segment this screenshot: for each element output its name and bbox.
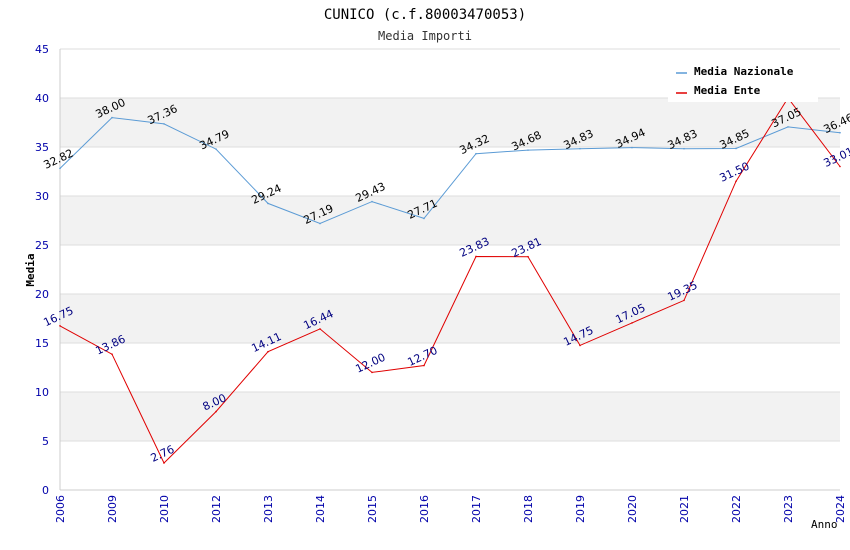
data-point	[319, 222, 321, 225]
data-point	[527, 149, 529, 151]
y-tick-label: 40	[35, 92, 49, 105]
chart-title: CUNICO (c.f.80003470053)	[324, 7, 526, 23]
x-tick-label: 2013	[262, 495, 275, 523]
data-point	[475, 255, 477, 258]
x-tick-label: 2009	[106, 495, 119, 523]
x-tick-label: 2014	[314, 495, 327, 523]
grid-band	[60, 98, 840, 147]
legend-label-media-ente: Media Ente	[694, 84, 761, 97]
y-tick-label: 10	[35, 386, 49, 399]
data-point	[423, 217, 425, 220]
data-point	[683, 147, 685, 150]
x-tick-label: 2010	[158, 495, 171, 523]
y-tick-label: 15	[35, 337, 49, 350]
data-point	[371, 200, 373, 203]
chart-subtitle: Media Importi	[378, 29, 472, 43]
series-layer	[59, 97, 841, 464]
x-tick-label: 2023	[782, 495, 795, 523]
data-point	[111, 116, 113, 119]
data-point	[111, 353, 113, 355]
data-point	[527, 255, 529, 258]
data-point	[839, 165, 841, 168]
data-point	[163, 123, 165, 125]
data-point	[215, 410, 217, 413]
data-point	[579, 344, 581, 347]
x-tick-label: 2012	[210, 495, 223, 523]
x-tick-label: 2019	[574, 495, 587, 523]
x-tick-label: 2018	[522, 495, 535, 523]
grid-lines	[60, 48, 840, 442]
y-tick-label: 25	[35, 239, 49, 252]
data-point	[735, 147, 737, 150]
data-point	[319, 328, 321, 330]
x-tick-label: 2021	[678, 495, 691, 523]
x-tick-label: 2024	[834, 495, 847, 523]
data-label: 2.76	[149, 443, 177, 465]
data-point	[163, 462, 165, 464]
axes	[59, 49, 840, 491]
data-point	[371, 371, 373, 374]
y-tick-label: 45	[35, 43, 49, 56]
data-point	[787, 126, 789, 128]
y-tick-labels: 0 5 10 15 20 25 30 35 40 45	[35, 43, 49, 497]
data-point	[683, 299, 685, 302]
data-label: 12.00	[353, 351, 387, 376]
legend: Media Nazionale Media Ente	[668, 58, 818, 102]
data-point	[631, 322, 633, 324]
data-label: 31.50	[717, 160, 751, 185]
grid-band	[60, 294, 840, 343]
x-tick-labels: 2006 2009 2010 2012 2013 2014 2015 2016 2017 2018…	[54, 495, 847, 523]
data-point	[215, 148, 217, 150]
data-point	[59, 167, 61, 170]
data-point	[839, 131, 841, 134]
y-tick-label: 0	[42, 484, 49, 497]
legend-box	[668, 58, 818, 102]
data-point	[59, 325, 61, 327]
grid-bands	[60, 98, 840, 441]
y-tick-label: 20	[35, 288, 49, 301]
grid-band	[60, 196, 840, 245]
y-tick-label: 30	[35, 190, 49, 203]
legend-label-media-nazionale: Media Nazionale	[694, 65, 794, 78]
data-point	[267, 202, 269, 205]
series-line-media-ente	[59, 97, 841, 464]
data-point	[579, 147, 581, 150]
x-tick-label: 2020	[626, 495, 639, 523]
data-point	[735, 180, 737, 183]
x-tick-label: 2015	[366, 495, 379, 523]
data-point	[423, 364, 425, 367]
y-tick-label: 5	[42, 435, 49, 448]
data-point	[267, 350, 269, 353]
x-axis-label: Anno	[811, 518, 838, 531]
x-tick-label: 2006	[54, 495, 67, 523]
y-tick-label: 35	[35, 141, 49, 154]
data-label: 12.70	[405, 344, 439, 369]
series-line-media-nazionale	[59, 117, 841, 225]
y-axis-label: Media	[24, 253, 37, 286]
grid-band	[60, 392, 840, 441]
data-point	[475, 152, 477, 155]
x-tick-label: 2022	[730, 495, 743, 523]
data-point	[631, 146, 633, 149]
x-tick-label: 2017	[470, 495, 483, 523]
x-tick-label: 2016	[418, 495, 431, 523]
